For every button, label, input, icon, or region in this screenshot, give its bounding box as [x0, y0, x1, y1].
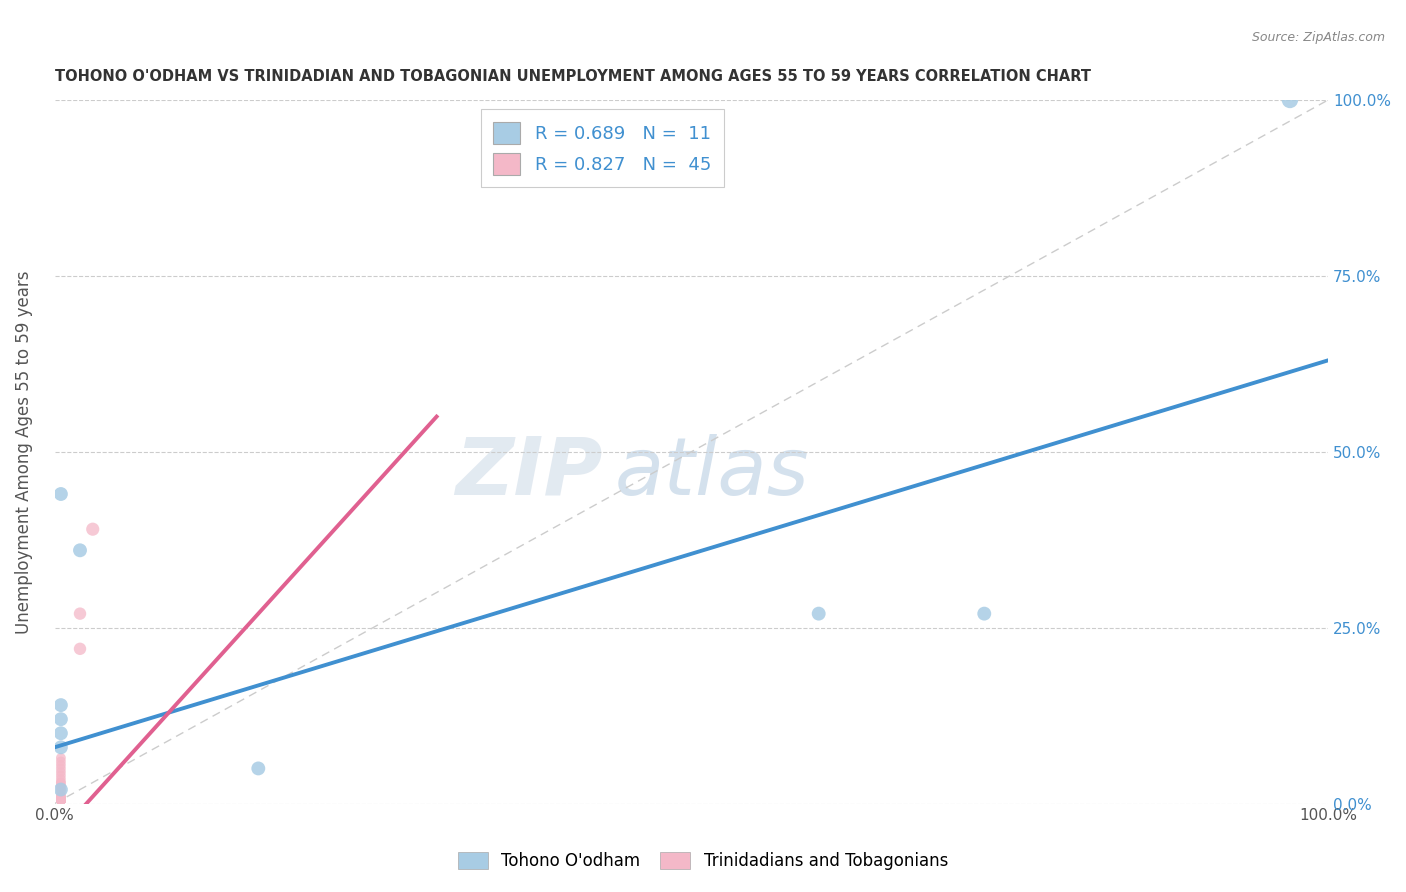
- Text: ZIP: ZIP: [454, 434, 602, 512]
- Point: [49, 793, 72, 807]
- Point: [82, 522, 104, 536]
- Point: [49, 793, 72, 807]
- Point: [49, 782, 72, 797]
- Point: [49, 793, 72, 807]
- Point: [973, 607, 995, 621]
- Point: [49, 775, 72, 789]
- Point: [247, 761, 270, 775]
- Point: [49, 793, 72, 807]
- Point: [49, 793, 72, 807]
- Point: [49, 793, 72, 807]
- Point: [49, 793, 72, 807]
- Point: [49, 793, 72, 807]
- Point: [69, 607, 91, 621]
- Point: [49, 786, 72, 800]
- Point: [49, 793, 72, 807]
- Point: [49, 698, 72, 712]
- Point: [49, 726, 72, 740]
- Point: [49, 751, 72, 765]
- Point: [49, 793, 72, 807]
- Point: [49, 782, 72, 797]
- Point: [49, 793, 72, 807]
- Point: [49, 793, 72, 807]
- Point: [49, 758, 72, 772]
- Point: [49, 712, 72, 726]
- Text: TOHONO O'ODHAM VS TRINIDADIAN AND TOBAGONIAN UNEMPLOYMENT AMONG AGES 55 TO 59 YE: TOHONO O'ODHAM VS TRINIDADIAN AND TOBAGO…: [55, 69, 1091, 84]
- Text: Source: ZipAtlas.com: Source: ZipAtlas.com: [1251, 31, 1385, 45]
- Point: [1278, 93, 1301, 107]
- Point: [49, 764, 72, 779]
- Point: [49, 755, 72, 769]
- Point: [49, 793, 72, 807]
- Point: [49, 768, 72, 782]
- Point: [807, 607, 830, 621]
- Point: [49, 789, 72, 804]
- Point: [49, 487, 72, 501]
- Point: [49, 793, 72, 807]
- Y-axis label: Unemployment Among Ages 55 to 59 years: Unemployment Among Ages 55 to 59 years: [15, 270, 32, 633]
- Point: [49, 789, 72, 804]
- Legend: R = 0.689   N =  11, R = 0.827   N =  45: R = 0.689 N = 11, R = 0.827 N = 45: [481, 109, 724, 187]
- Point: [49, 761, 72, 775]
- Point: [49, 793, 72, 807]
- Point: [49, 779, 72, 793]
- Point: [49, 793, 72, 807]
- Point: [49, 775, 72, 789]
- Point: [49, 793, 72, 807]
- Point: [49, 772, 72, 786]
- Point: [49, 793, 72, 807]
- Point: [49, 740, 72, 755]
- Point: [49, 782, 72, 797]
- Legend: Tohono O'odham, Trinidadians and Tobagonians: Tohono O'odham, Trinidadians and Tobagon…: [451, 845, 955, 877]
- Point: [69, 543, 91, 558]
- Point: [49, 779, 72, 793]
- Point: [69, 641, 91, 656]
- Point: [49, 793, 72, 807]
- Point: [49, 789, 72, 804]
- Text: atlas: atlas: [614, 434, 810, 512]
- Point: [49, 793, 72, 807]
- Point: [49, 793, 72, 807]
- Point: [49, 793, 72, 807]
- Point: [49, 793, 72, 807]
- Point: [49, 793, 72, 807]
- Point: [49, 793, 72, 807]
